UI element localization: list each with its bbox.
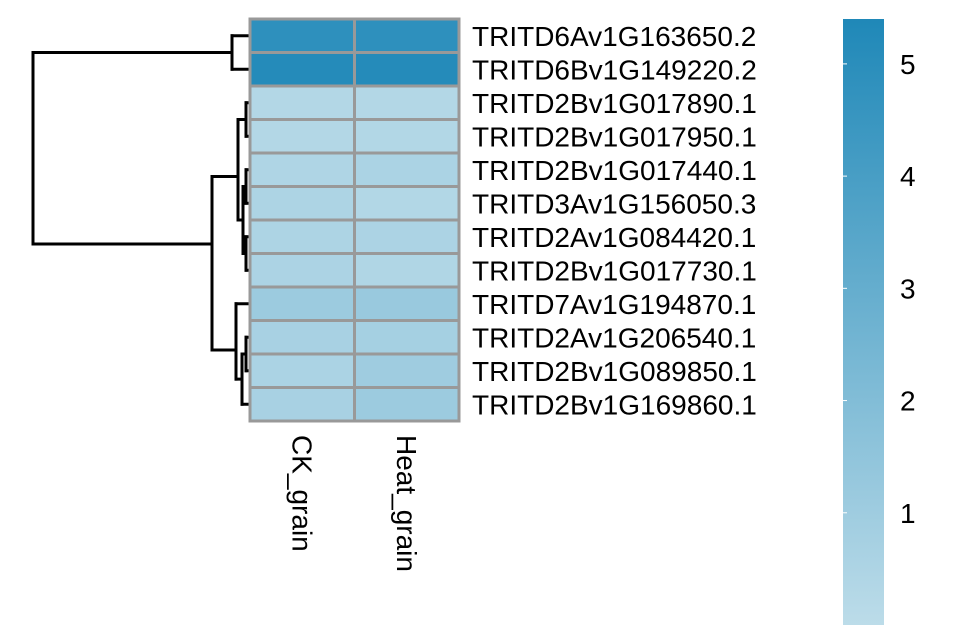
- heatmap-cell: [248, 151, 356, 188]
- heatmap-cell: [353, 151, 461, 188]
- heatmap-cell: [353, 319, 461, 356]
- legend-tick-label: 1: [900, 498, 916, 529]
- heatmap-cell: [353, 218, 461, 255]
- heatmap-cell: [353, 51, 461, 88]
- legend-ticks: 1 2 3 4 5: [843, 49, 916, 529]
- row-label: TRITD2Bv1G017730.1: [472, 255, 757, 286]
- legend-tick-label: 2: [900, 386, 916, 417]
- legend-color-bar: [843, 19, 884, 625]
- heatmap-cell: [248, 84, 356, 121]
- color-legend: 1 2 3 4 5: [843, 19, 916, 625]
- heatmap-cell: [353, 386, 461, 423]
- row-label: TRITD2Bv1G017440.1: [472, 155, 757, 186]
- column-label: Heat_grain: [391, 435, 422, 572]
- heatmap-cell: [353, 118, 461, 155]
- row-label: TRITD2Bv1G017950.1: [472, 121, 757, 152]
- row-label: TRITD7Av1G194870.1: [472, 289, 756, 320]
- row-label: TRITD6Av1G163650.2: [472, 21, 756, 52]
- row-label: TRITD3Av1G156050.3: [472, 188, 756, 219]
- heatmap-cell: [248, 118, 356, 155]
- column-labels: CK_grain Heat_grain: [286, 435, 422, 572]
- heatmap-cell: [353, 352, 461, 389]
- row-label: TRITD2Bv1G017890.1: [472, 88, 757, 119]
- row-dendrogram: [31, 34, 252, 406]
- heatmap-cell: [353, 285, 461, 322]
- row-label: TRITD2Bv1G169860.1: [472, 389, 757, 420]
- heatmap-cell: [248, 218, 356, 255]
- heatmap-cell: [248, 352, 356, 389]
- heatmap-cell: [248, 285, 356, 322]
- heatmap-cell: [248, 319, 356, 356]
- heatmap-cell: [248, 17, 356, 54]
- row-label: TRITD2Av1G206540.1: [472, 322, 756, 353]
- legend-tick-label: 5: [900, 49, 916, 80]
- heatmap-cell: [248, 386, 356, 423]
- heatmap-cell: [353, 252, 461, 289]
- heatmap-cell: [248, 51, 356, 88]
- legend-tick-label: 4: [900, 161, 916, 192]
- heatmap-cell: [353, 17, 461, 54]
- row-label: TRITD2Bv1G089850.1: [472, 356, 757, 387]
- column-label: CK_grain: [286, 435, 317, 552]
- row-label: TRITD6Bv1G149220.2: [472, 54, 757, 85]
- heatmap-cell: [353, 185, 461, 222]
- row-label: TRITD2Av1G084420.1: [472, 222, 756, 253]
- legend-tick-label: 3: [900, 273, 916, 304]
- heatmap-cells: [248, 17, 461, 423]
- heatmap-cell: [248, 252, 356, 289]
- heatmap-cell: [353, 84, 461, 121]
- row-labels: TRITD6Av1G163650.2TRITD6Bv1G149220.2TRIT…: [472, 21, 757, 421]
- heatmap-cell: [248, 185, 356, 222]
